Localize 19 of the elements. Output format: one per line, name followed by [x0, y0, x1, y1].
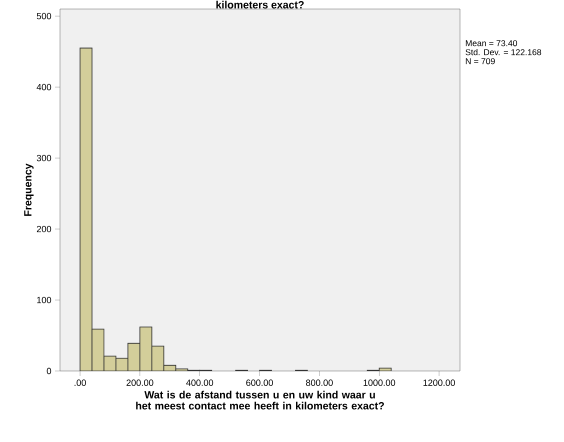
x-tick-label: 800.00: [306, 380, 333, 386]
y-tick-label: 300: [36, 154, 52, 162]
y-tick-label: 100: [37, 296, 52, 304]
x-axis-title: Wat is de afstand tussen u en uw kind waar u het meest contact mee heeft in kilometers exact?: [136, 390, 384, 410]
x-tick-label: .00: [74, 380, 86, 386]
x-tick-label: 1000.00: [364, 380, 396, 386]
text: Std. Dev. = 122.168: [466, 48, 542, 56]
y-tick-label: 200: [36, 226, 52, 232]
x-tick-label: 1200.00: [423, 380, 455, 386]
y-tick-label: 0: [46, 368, 52, 374]
text: N = 709: [466, 58, 495, 64]
x-tick-label: 600.00: [246, 380, 273, 386]
y-axis-title: Frequency: [24, 164, 34, 216]
x-tick-label: 200.00: [126, 380, 154, 386]
x-tick-label: 400.00: [186, 380, 214, 386]
y-tick-label: 500: [36, 12, 52, 20]
text: Mean = 73.40: [466, 40, 518, 46]
y-tick-label: 400: [36, 84, 52, 90]
chart-title: kilometers exact?: [216, 0, 304, 8]
